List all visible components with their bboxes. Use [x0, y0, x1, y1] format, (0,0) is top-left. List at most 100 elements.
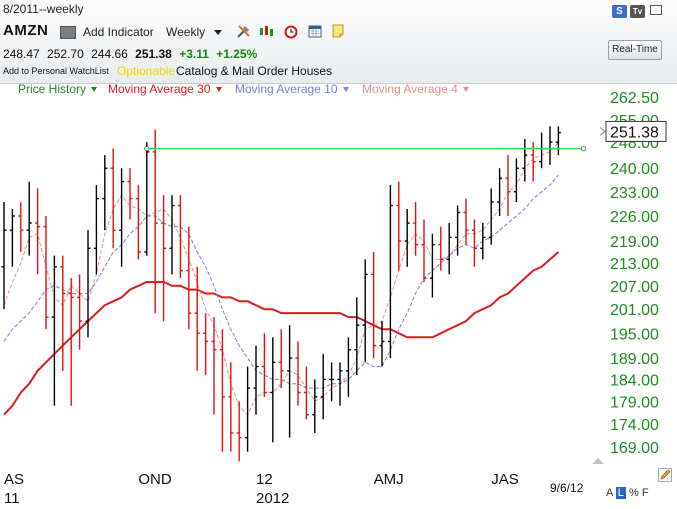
ohlc-bar: [194, 266, 200, 371]
ohlc-bar: [85, 230, 91, 338]
period-select[interactable]: Weekly: [166, 25, 206, 39]
chevron-down-icon[interactable]: [462, 87, 469, 93]
ohlc-bar: [488, 188, 494, 245]
chevron-down-icon[interactable]: [342, 87, 349, 93]
chevron-down-icon[interactable]: [91, 87, 98, 93]
legend-item[interactable]: Price History: [18, 82, 98, 96]
ohlc-bar: [127, 168, 133, 220]
ohlc-bar: [320, 353, 326, 420]
legend-item[interactable]: Moving Average 4: [362, 82, 469, 96]
ohlc-bar: [161, 195, 167, 322]
note-icon[interactable]: [330, 23, 346, 39]
add-indicator-button[interactable]: Add Indicator: [83, 25, 154, 39]
ohlc-bar: [555, 126, 561, 156]
scale-pct-toggle[interactable]: %: [628, 487, 639, 499]
y-tick-label: 169.00: [610, 440, 659, 457]
y-tick-label: 226.00: [610, 209, 659, 226]
ohlc-bar: [261, 333, 267, 397]
scale-a-toggle[interactable]: A: [606, 487, 613, 499]
ohlc-bar: [480, 223, 486, 260]
ohlc-bar: [177, 195, 183, 279]
y-tick-label: 201.00: [610, 302, 659, 319]
ohlc-bar: [387, 184, 393, 359]
ohlc-bars: [1, 126, 561, 462]
chevron-down-icon[interactable]: [214, 30, 222, 35]
ohlc-bar: [18, 202, 24, 252]
last-price-label: 251.38: [610, 124, 659, 141]
ohlc-bar: [135, 184, 141, 260]
ohlc-bar: [278, 329, 284, 389]
add-indicator-icon[interactable]: [60, 26, 76, 39]
x-year-label: 2012: [256, 490, 289, 507]
legend-label: Moving Average 30: [108, 82, 211, 96]
ohlc-bar: [35, 188, 41, 275]
legend-item[interactable]: Moving Average 10: [235, 82, 349, 96]
ohlc-bar: [446, 223, 452, 275]
ohlc-bar: [287, 325, 293, 438]
y-tick-label: 174.00: [610, 417, 659, 434]
ticker-symbol[interactable]: AMZN: [3, 22, 49, 39]
ohlc-bar: [303, 366, 309, 420]
ohlc-bar: [547, 126, 553, 165]
scale-controls: A L % F: [606, 487, 649, 499]
date-range-label: 8/2011--weekly: [3, 2, 84, 16]
add-to-watchlist-link[interactable]: Add to Personal WatchList: [3, 66, 109, 76]
y-tick-label: 213.00: [610, 256, 659, 273]
scale-f-toggle[interactable]: F: [641, 487, 649, 499]
ohlc-bar: [144, 142, 150, 256]
quote-low: 244.66: [91, 47, 128, 61]
ohlc-bar: [396, 181, 402, 271]
price-pointer-icon: [599, 127, 606, 136]
ohlc-bar: [295, 341, 301, 406]
x-year-label: 11: [4, 490, 20, 507]
ohlc-bar: [539, 132, 545, 169]
ohlc-bar: [413, 202, 419, 256]
quote-last: 251.38: [135, 47, 172, 61]
ohlc-bar: [312, 379, 318, 434]
legend-label: Moving Average 4: [362, 82, 458, 96]
tv-logo-icon[interactable]: Tv: [630, 5, 645, 18]
calendar-icon[interactable]: [307, 23, 323, 39]
ohlc-bar: [362, 259, 368, 363]
ohlc-bar: [228, 362, 234, 452]
ohlc-bar: [253, 345, 259, 415]
ohlc-bar: [455, 205, 461, 256]
x-tick-label: AMJ: [374, 471, 404, 488]
ohlc-bar: [51, 255, 57, 406]
y-tick-label: 179.00: [610, 394, 659, 411]
pencil-icon[interactable]: [658, 468, 672, 482]
s-logo-icon[interactable]: S: [612, 5, 627, 18]
ohlc-bar: [505, 155, 511, 216]
chart-toolbar: 8/2011--weekly S Tv AMZN Add Indicator W…: [0, 0, 677, 84]
ohlc-bar: [497, 168, 503, 216]
quote-high: 252.70: [47, 47, 84, 61]
quote-change-pct: +1.25%: [216, 47, 258, 61]
ohlc-bar: [421, 219, 427, 282]
tools-icon[interactable]: [236, 23, 252, 39]
real-time-button[interactable]: Real-Time: [608, 40, 662, 60]
ohlc-bar: [152, 129, 158, 314]
candlestick-icon[interactable]: [258, 23, 274, 39]
x-tick-label: AS: [4, 471, 24, 488]
legend-label: Moving Average 10: [235, 82, 338, 96]
chevron-down-icon[interactable]: [215, 87, 222, 93]
scale-log-toggle[interactable]: L: [615, 487, 626, 499]
trendline-handle: [580, 145, 587, 152]
y-tick-label: 189.00: [610, 351, 659, 368]
alarm-clock-icon[interactable]: [283, 23, 299, 39]
scroll-up-icon: [592, 458, 604, 464]
ma30-line: [3, 251, 560, 416]
legend-label: Price History: [18, 82, 87, 96]
x-tick-label: OND: [138, 471, 172, 488]
window-restore-icon[interactable]: [650, 5, 662, 15]
ohlc-bar: [93, 184, 99, 275]
y-tick-label: 240.00: [610, 161, 659, 178]
ohlc-bar: [26, 181, 32, 256]
ohlc-bar: [68, 278, 74, 406]
legend-item[interactable]: Moving Average 30: [108, 82, 222, 96]
ohlc-bar: [513, 158, 519, 203]
ohlc-bar: [9, 208, 15, 267]
ohlc-bar: [1, 202, 7, 310]
ohlc-bar: [471, 219, 477, 267]
